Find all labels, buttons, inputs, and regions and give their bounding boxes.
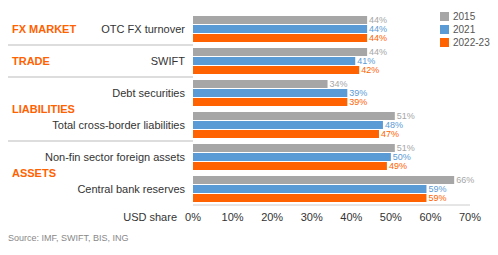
svg-text:Total cross-border liabilities: Total cross-border liabilities xyxy=(52,119,185,131)
svg-text:20%: 20% xyxy=(261,211,283,223)
svg-text:ASSETS: ASSETS xyxy=(12,167,56,179)
svg-text:FX MARKET: FX MARKET xyxy=(12,23,76,35)
html-text:2021: 2021 xyxy=(453,24,476,35)
svg-text:44%: 44% xyxy=(369,47,388,58)
svg-text:50%: 50% xyxy=(392,152,411,163)
html-text:2022-23: 2022-23 xyxy=(453,37,490,48)
svg-text:66%: 66% xyxy=(456,175,474,185)
svg-text:30%: 30% xyxy=(301,211,323,223)
svg-text:39%: 39% xyxy=(349,97,367,107)
html-text:2015: 2015 xyxy=(453,11,476,22)
html-text:Source: IMF, SWIFT, BIS, ING: Source: IMF, SWIFT, BIS, ING xyxy=(8,233,129,243)
svg-text:42%: 42% xyxy=(361,65,379,75)
svg-text:USD share: USD share xyxy=(123,211,177,223)
svg-text:59%: 59% xyxy=(428,184,447,195)
svg-text:59%: 59% xyxy=(428,193,446,203)
svg-text:51%: 51% xyxy=(396,111,415,122)
svg-text:48%: 48% xyxy=(384,120,403,131)
svg-text:44%: 44% xyxy=(369,33,387,43)
svg-text:Central bank reserves: Central bank reserves xyxy=(77,183,185,195)
svg-text:41%: 41% xyxy=(357,56,376,67)
svg-text:44%: 44% xyxy=(369,24,388,35)
svg-text:47%: 47% xyxy=(381,129,399,139)
svg-text:60%: 60% xyxy=(419,211,441,223)
svg-text:40%: 40% xyxy=(340,211,362,223)
svg-text:44%: 44% xyxy=(369,15,388,26)
svg-text:34%: 34% xyxy=(330,79,348,89)
svg-text:10%: 10% xyxy=(222,211,244,223)
svg-text:TRADE: TRADE xyxy=(12,55,50,67)
svg-text:Debt securities: Debt securities xyxy=(112,87,185,99)
svg-text:49%: 49% xyxy=(389,161,407,171)
svg-text:70%: 70% xyxy=(459,211,481,223)
svg-text:51%: 51% xyxy=(396,143,415,154)
svg-text:50%: 50% xyxy=(380,211,402,223)
svg-text:Non-fin sector foreign assets: Non-fin sector foreign assets xyxy=(45,151,186,163)
svg-text:LIABILITIES: LIABILITIES xyxy=(12,103,75,115)
svg-text:OTC FX turnover: OTC FX turnover xyxy=(101,23,185,35)
svg-text:0%: 0% xyxy=(185,211,201,223)
svg-text:SWIFT: SWIFT xyxy=(151,55,185,67)
svg-text:39%: 39% xyxy=(349,88,368,99)
